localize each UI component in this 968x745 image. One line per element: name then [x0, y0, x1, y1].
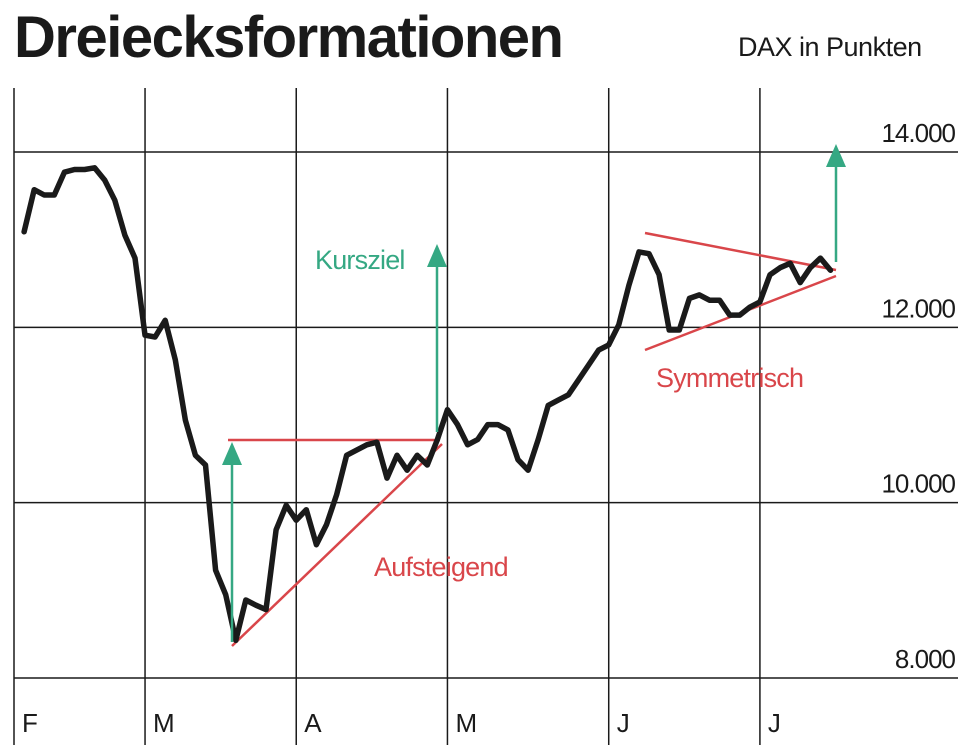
y-tick-label: 14.000: [881, 118, 955, 148]
upper-trend-line: [644, 231, 837, 272]
x-tick-label: A: [304, 708, 322, 738]
x-tick-label: F: [22, 708, 38, 738]
target-arrows: [222, 144, 846, 642]
annotation: Symmetrisch: [656, 363, 803, 393]
x-tick-label: M: [455, 708, 477, 738]
x-tick-label: J: [768, 708, 781, 738]
y-tick-label: 10.000: [881, 469, 955, 499]
annotation: Aufsteigend: [374, 552, 508, 582]
arrow-head: [222, 442, 242, 465]
chart-subtitle: DAX in Punkten: [738, 32, 922, 62]
plot: [21, 165, 834, 644]
x-tick-label: J: [617, 708, 630, 738]
support-line: [231, 443, 443, 647]
chart-title: Dreiecksformationen: [14, 5, 562, 70]
grid: 8.000 10.000 12.000 14.000 F M A M J J: [13, 88, 958, 745]
y-tick-label: 12.000: [881, 293, 955, 323]
arrow-head: [826, 144, 846, 167]
x-tick-label: M: [153, 708, 175, 738]
arrow-head: [427, 244, 447, 267]
y-tick-label: 8.000: [895, 644, 956, 674]
price-line: [21, 165, 834, 644]
pattern-lines: [228, 231, 837, 647]
annotation: Kursziel: [315, 245, 405, 275]
